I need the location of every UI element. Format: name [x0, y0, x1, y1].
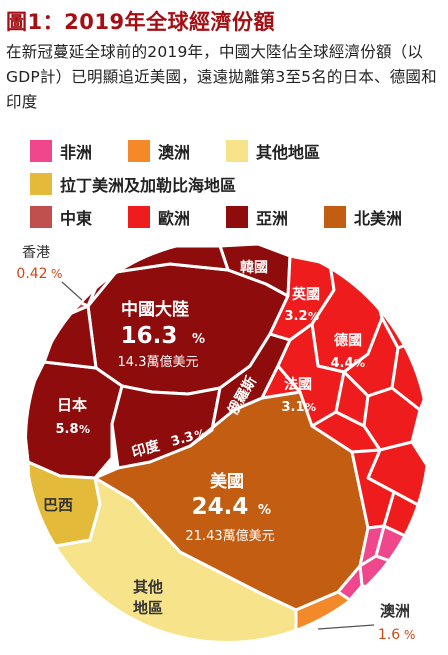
legend-swatch-australia [128, 140, 150, 162]
legend-item-latin-america: 拉丁美洲及加勒比海地區 [30, 173, 236, 195]
label-australia-value: 1.6 [378, 627, 400, 643]
label-japan-value: 5.8 [55, 422, 78, 437]
label-brazil-name: 巴西 [43, 496, 73, 514]
legend-swatch-asia [226, 206, 248, 228]
legend-item-asia: 亞洲 [226, 206, 288, 228]
label-other-line1: 其他 [133, 578, 163, 596]
legend-label-middle-east: 中東 [60, 209, 93, 228]
label-usa-note: 21.43萬億美元 [185, 528, 274, 544]
label-france-name: 法國 [284, 376, 312, 393]
chart-cells [26, 242, 428, 642]
legend-label-asia: 亞洲 [256, 209, 289, 228]
label-japan-unit: % [79, 423, 90, 436]
label-germany-value: 4.4 [330, 356, 353, 371]
legend-item-north-america: 北美洲 [324, 206, 402, 228]
label-germany-unit: % [354, 357, 365, 370]
label-india-value: 3.3 [169, 429, 195, 450]
label-france-unit: % [305, 401, 316, 414]
legend-item-other: 其他地區 [226, 140, 320, 162]
australia-callout-line [317, 624, 375, 630]
label-china-name: 中國大陸 [121, 299, 189, 320]
legend-swatch-latin-america [30, 173, 52, 195]
legend-label-australia: 澳洲 [158, 143, 191, 162]
legend-swatch-north-america [324, 206, 346, 228]
legend-swatch-africa [30, 140, 52, 162]
label-uk-unit: % [308, 310, 319, 323]
legend: 非洲 澳洲 其他地區 拉丁美洲及加勒比海地區 中東 歐洲 亞洲 北美洲 [30, 140, 448, 230]
legend-label-other: 其他地區 [256, 143, 321, 162]
cell-latam-a [26, 460, 32, 522]
label-usa-unit: % [258, 503, 271, 518]
chart-labels: 中國大陸 16.3 % 14.3萬億美元 韓國 英國 3.2 % 德國 4.4 … [16, 245, 415, 643]
legend-label-latin-america: 拉丁美洲及加勒比海地區 [60, 176, 237, 195]
label-australia-name: 澳洲 [380, 602, 410, 620]
label-china-note: 14.3萬億美元 [118, 354, 199, 370]
label-uk-value: 3.2 [284, 309, 307, 324]
chart-subtitle: 在新冠蔓延全球前的2019年，中國大陸佔全球經濟份額（以GDP計）已明顯追近美國… [6, 43, 437, 111]
label-china-unit: % [192, 332, 205, 347]
label-hongkong-unit: % [51, 267, 62, 281]
legend-item-australia: 澳洲 [128, 140, 190, 162]
chart-outline [25, 239, 429, 643]
label-germany-name: 德國 [334, 332, 362, 349]
cell-eu-g [310, 410, 382, 454]
legend-swatch-middle-east [30, 206, 52, 228]
label-china-value: 16.3 [121, 323, 178, 349]
label-other-line2: 地區 [133, 599, 163, 617]
legend-item-africa: 非洲 [30, 140, 92, 162]
chart-title: 圖1：2019年全球經濟份額 [6, 10, 276, 34]
legend-item-europe: 歐洲 [128, 206, 190, 228]
label-korea-name: 韓國 [240, 259, 268, 276]
legend-label-europe: 歐洲 [158, 209, 191, 228]
label-hongkong-name: 香港 [22, 245, 50, 261]
label-france-value: 3.1 [281, 400, 304, 415]
label-japan-name: 日本 [57, 396, 87, 414]
legend-swatch-europe [128, 206, 150, 228]
label-australia-unit: % [404, 628, 415, 642]
label-uk-name: 英國 [291, 286, 320, 303]
legend-item-middle-east: 中東 [30, 206, 92, 228]
legend-swatch-other [226, 140, 248, 162]
label-usa-value: 24.4 [192, 494, 249, 520]
cell-eu-a [260, 364, 302, 400]
legend-label-africa: 非洲 [60, 143, 93, 162]
label-india-unit: % [193, 427, 207, 443]
hongkong-callout-line [61, 281, 83, 301]
label-usa-name: 美國 [210, 471, 244, 492]
legend-label-north-america: 北美洲 [354, 209, 403, 228]
label-hongkong-value: 0.42 [16, 266, 47, 282]
cell-japan [26, 360, 124, 480]
